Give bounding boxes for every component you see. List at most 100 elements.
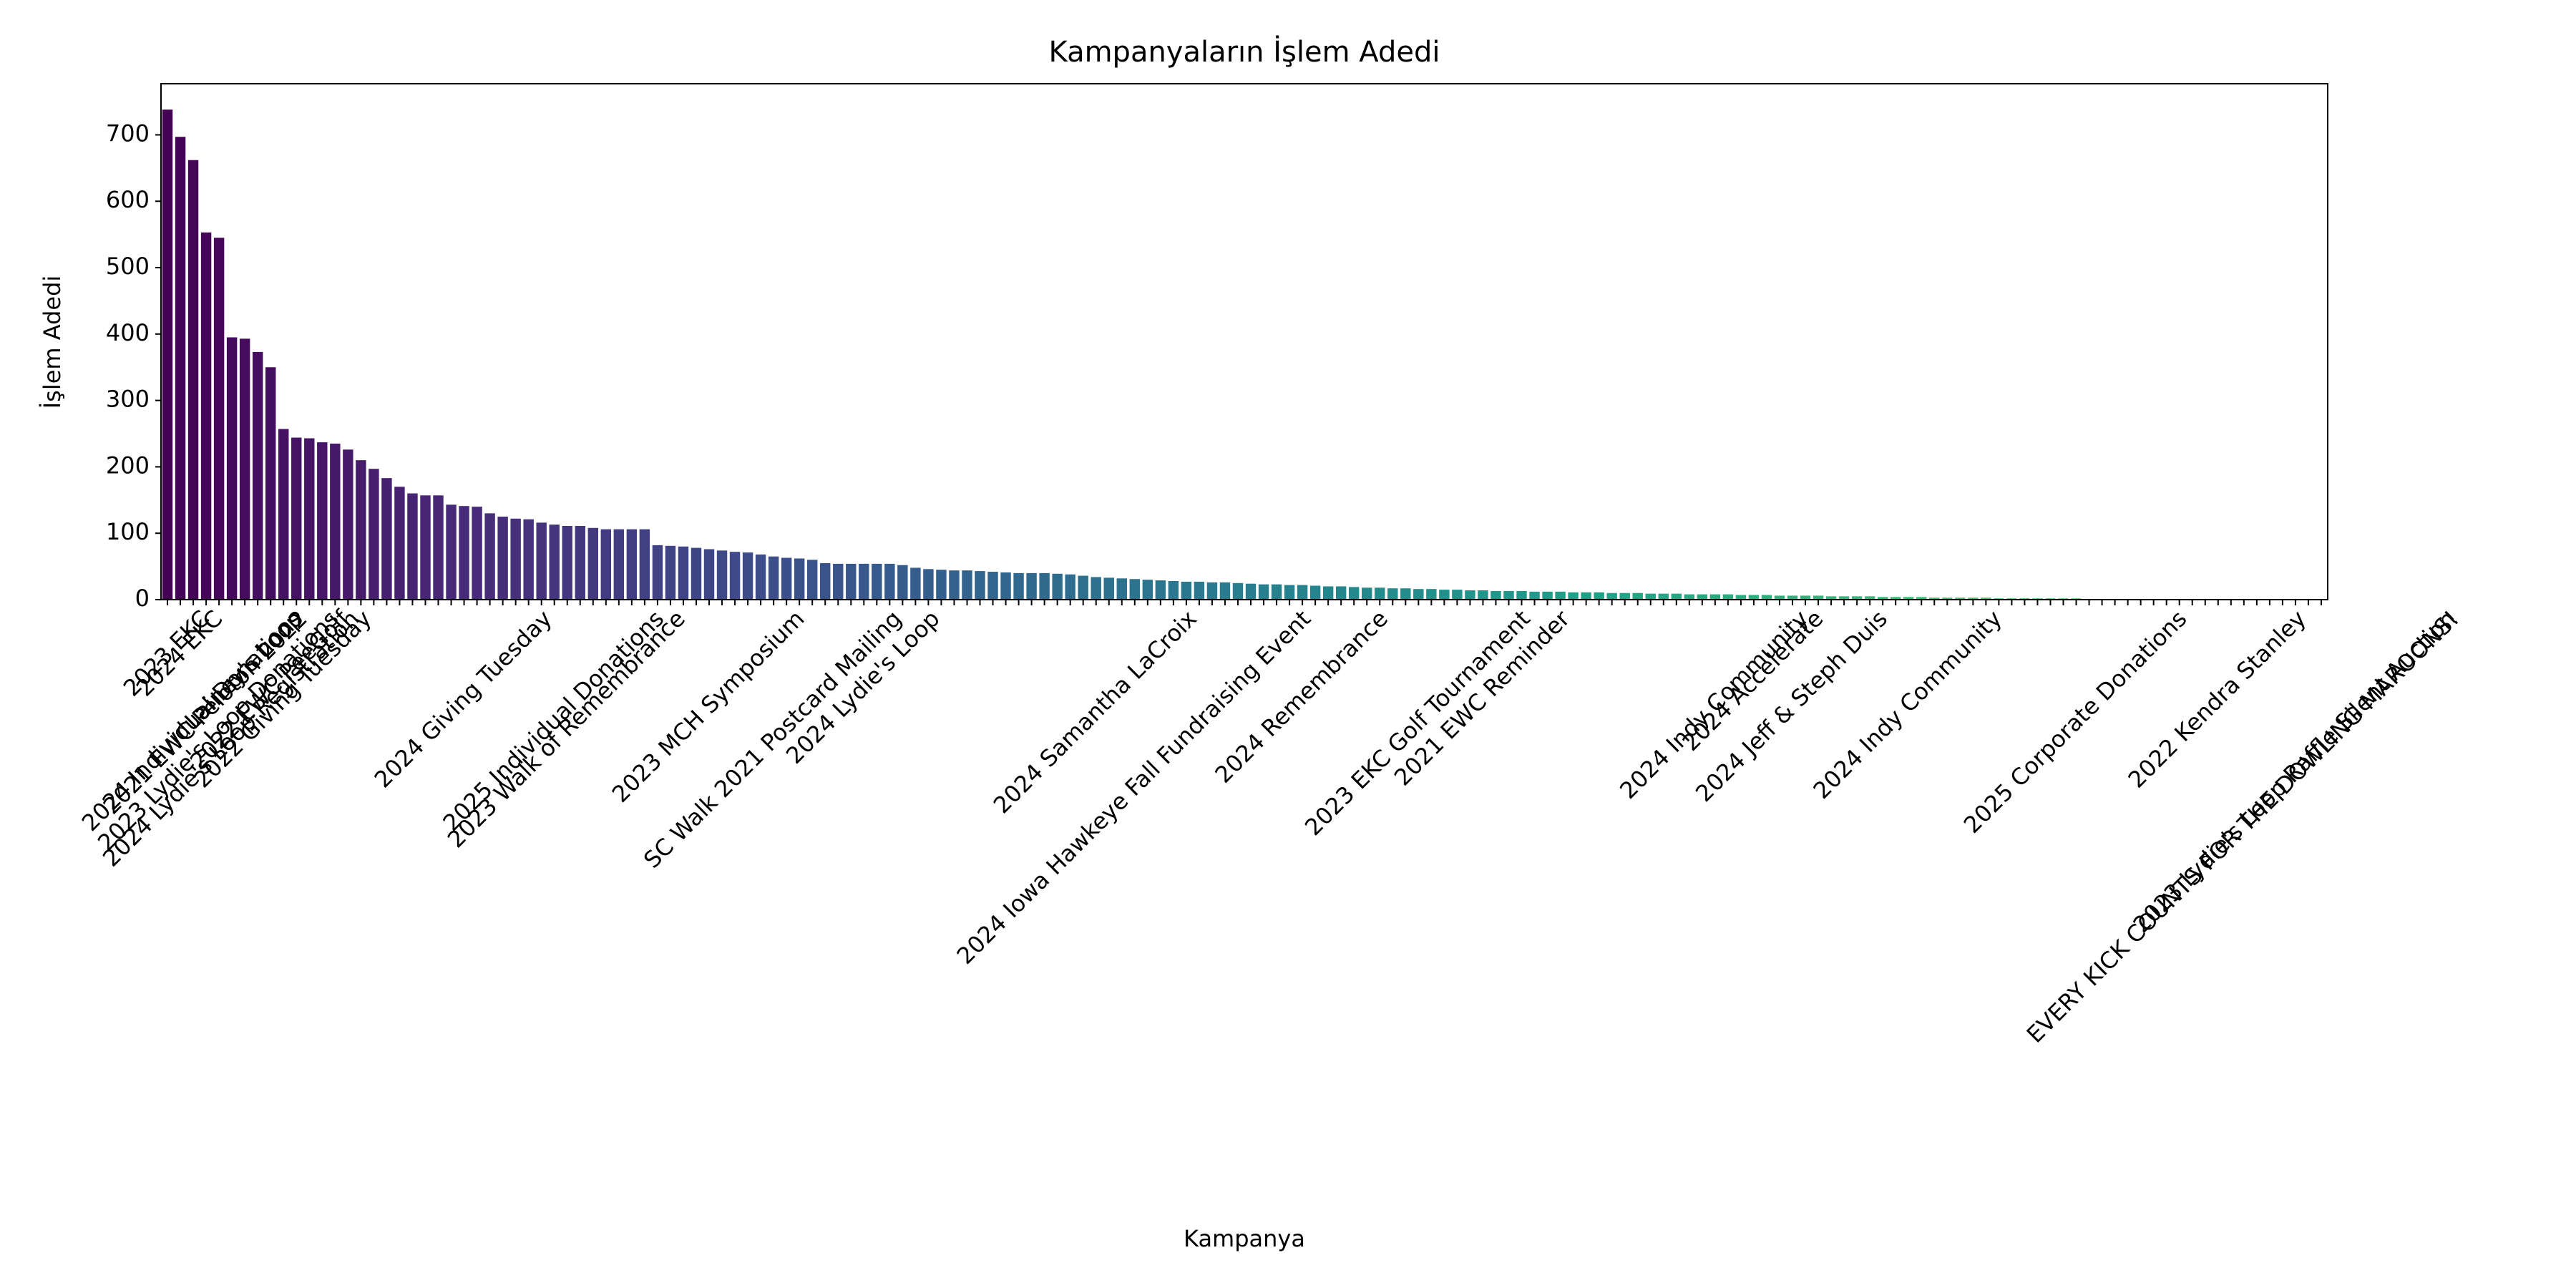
bar [1877,597,1888,600]
bar [1168,581,1179,600]
bar [626,529,638,600]
bar [175,137,186,600]
bar [226,337,238,600]
plot-frame [160,83,2328,600]
y-tick-label: 200 [106,452,150,479]
bar [1684,594,1695,600]
bar [381,478,392,600]
bar [600,529,612,600]
bar [1955,597,1966,600]
bar [446,504,457,600]
bar [484,513,495,600]
bar [1271,584,1282,600]
bar [252,351,263,600]
bar [1516,590,1527,600]
bar [1219,582,1231,600]
bar [1116,578,1127,600]
bar [716,550,728,600]
x-tick-label: 2023 Lydie's Loop Raffle Silent Auction [2128,605,2462,938]
x-tick-label: 2025 Individual Donations [437,605,669,836]
bar [1813,595,1824,600]
bar [1375,587,1385,600]
x-tick-label: 2024 Samantha LaCroix [988,605,1202,819]
bar [1645,593,1656,600]
bar [1465,590,1475,600]
bar [497,517,508,600]
bar [575,526,585,600]
bar [923,569,934,600]
bar [510,518,521,600]
bar [1194,581,1205,600]
bar [1942,597,1953,600]
bar [1735,595,1747,600]
bar [1594,592,1604,600]
bar [1787,595,1798,600]
bar [1078,575,1088,600]
bar [472,507,482,600]
bar [1916,597,1927,600]
bar [1309,585,1321,600]
bar [1426,589,1437,600]
bar [884,563,895,600]
bar [1864,596,1875,600]
bar [1478,590,1488,600]
bar [936,570,947,600]
bar [1013,572,1024,600]
bar [1387,588,1398,600]
bar [420,495,431,600]
y-tick-label: 0 [135,585,150,612]
bar [1026,572,1037,600]
bar [1542,591,1553,600]
bar [897,565,908,600]
bar [613,529,625,600]
bar [330,443,341,600]
bar [859,563,869,600]
bar [1000,572,1011,600]
bar [1529,591,1540,600]
bar [1761,595,1772,600]
bar [1322,586,1334,600]
bar [729,552,741,600]
bar [1774,595,1785,600]
bar [265,367,276,600]
bar [1825,596,1837,600]
bar [459,506,469,600]
bar [742,552,753,600]
bar [1052,573,1063,600]
bar [1748,595,1760,600]
y-tick-label: 600 [106,186,150,213]
bar [639,529,650,600]
bar [1632,592,1643,600]
bar [1039,572,1050,600]
bar [1258,584,1269,600]
bar [523,519,534,600]
bar [1709,594,1721,600]
bar [820,562,831,600]
x-tick-label: 2023 Walk of Remembrance [442,605,691,853]
bar [1335,586,1347,600]
bar [846,563,857,600]
bar [239,338,250,600]
bar [343,449,353,600]
bar [910,567,921,600]
bar [1129,579,1141,600]
bar [317,442,328,600]
bar [1452,590,1463,600]
bar [1206,582,1218,600]
bar [768,556,779,600]
bar [1851,596,1863,600]
bar [394,487,405,600]
bar [1619,592,1630,600]
bar [1697,594,1708,600]
bar [356,460,366,600]
bar [1503,590,1514,600]
bar [703,549,715,600]
bar [162,109,173,600]
bar [1968,597,1979,600]
bar [1800,595,1811,600]
bar [1439,590,1450,600]
bar [833,563,844,600]
bar [1838,596,1850,600]
bar [1091,577,1101,600]
bar [975,571,985,600]
